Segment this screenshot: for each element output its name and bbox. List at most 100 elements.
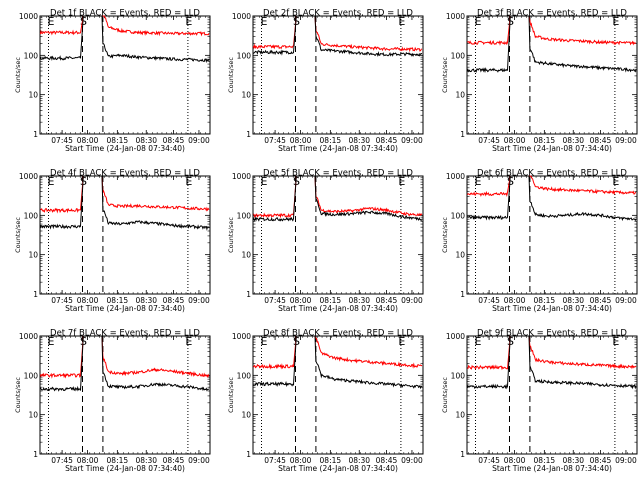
y-tick-label: 10 — [455, 251, 465, 260]
x-tick-label: 07:45 — [51, 456, 73, 465]
x-tick-label: 08:15 — [320, 456, 342, 465]
x-tick-label: 08:45 — [376, 456, 398, 465]
series-events-line — [466, 335, 637, 390]
series-events-line — [467, 175, 637, 222]
x-tick-label: 08:00 — [77, 296, 99, 305]
x-tick-label: 09:00 — [615, 136, 637, 145]
x-tick-label: 08:45 — [590, 296, 612, 305]
y-tick-label: 1000 — [232, 12, 251, 21]
y-tick-label: 1000 — [19, 172, 38, 181]
x-tick-label: 07:45 — [264, 296, 286, 305]
x-tick-label: 08:00 — [77, 456, 99, 465]
series-events-line — [253, 335, 423, 390]
y-tick-label: 10 — [28, 251, 38, 260]
series-lld-line — [252, 15, 423, 53]
chart-title: Det 4f BLACK = Events, RED = LLD — [50, 169, 200, 179]
plot-frame — [466, 15, 638, 135]
x-tick-label: 08:15 — [320, 136, 342, 145]
y-tick-label: 1000 — [232, 332, 251, 341]
x-tick-label: 08:45 — [163, 296, 185, 305]
y-axis-label: Counts/sec — [14, 377, 22, 413]
y-tick-label: 1000 — [446, 172, 465, 181]
chart-panel-8: Det 8f BLACK = Events, RED = LLD 1 10 100 10… — [227, 329, 424, 473]
time-marker-label: E — [612, 175, 619, 188]
x-tick-label: 08:15 — [534, 136, 556, 145]
y-tick-label: 1 — [33, 130, 38, 139]
x-tick-label: 08:30 — [348, 296, 370, 305]
time-marker-label: S — [507, 175, 514, 188]
chart-title: Det 5f BLACK = Events, RED = LLD — [263, 169, 413, 179]
x-tick-label: 08:45 — [590, 456, 612, 465]
series-lld-line — [466, 335, 637, 371]
x-tick-label: 08:45 — [376, 136, 398, 145]
y-tick-label: 1000 — [232, 172, 251, 181]
y-axis-label: Counts/sec — [227, 377, 235, 413]
x-axis-label: Start Time (24-Jan-08 07:34:40) — [492, 464, 612, 473]
time-marker-label: E — [612, 15, 619, 28]
x-axis-label: Start Time (24-Jan-08 07:34:40) — [278, 144, 398, 153]
time-marker-label: E — [398, 175, 405, 188]
time-marker-label: S — [80, 15, 87, 28]
chart-title: Det 9f BLACK = Events, RED = LLD — [477, 329, 627, 339]
time-marker-label: E — [475, 15, 482, 28]
y-axis-label: Counts/sec — [441, 57, 449, 93]
series-lld-line — [253, 175, 423, 219]
y-tick-label: 1 — [246, 130, 251, 139]
x-axis-label: Start Time (24-Jan-08 07:34:40) — [492, 144, 612, 153]
series-lld-line — [252, 335, 423, 370]
plot-frame — [39, 335, 211, 455]
x-tick-label: 08:30 — [135, 456, 157, 465]
x-tick-label: 08:30 — [562, 456, 584, 465]
x-tick-label: 09:00 — [188, 296, 210, 305]
x-tick-label: 08:15 — [320, 296, 342, 305]
x-tick-label: 08:15 — [107, 136, 129, 145]
y-tick-label: 100 — [24, 211, 39, 220]
x-tick-label: 08:15 — [534, 296, 556, 305]
series-events-line — [39, 15, 210, 64]
y-tick-label: 1000 — [446, 332, 465, 341]
y-axis-label: Counts/sec — [14, 217, 22, 253]
y-axis-label: Counts/sec — [14, 57, 22, 93]
x-axis-label: Start Time (24-Jan-08 07:34:40) — [65, 304, 185, 313]
x-tick-label: 08:45 — [163, 136, 185, 145]
x-tick-label: 07:45 — [264, 456, 286, 465]
series-events-line — [252, 15, 423, 57]
x-axis-label: Start Time (24-Jan-08 07:34:40) — [65, 144, 185, 153]
series-events-line — [39, 175, 210, 231]
time-marker-label: E — [261, 335, 268, 348]
y-tick-label: 1 — [460, 450, 465, 459]
series-lld-line — [40, 175, 210, 214]
y-tick-label: 1000 — [446, 12, 465, 21]
time-marker-label: E — [261, 175, 268, 188]
y-axis-label: Counts/sec — [227, 217, 235, 253]
x-tick-label: 08:00 — [77, 136, 99, 145]
series-events-line — [39, 335, 209, 392]
time-marker-label: E — [612, 335, 619, 348]
x-tick-label: 08:45 — [376, 296, 398, 305]
y-tick-label: 100 — [24, 51, 39, 60]
time-marker-label: E — [185, 335, 192, 348]
x-axis-label: Start Time (24-Jan-08 07:34:40) — [65, 464, 185, 473]
time-marker-label: E — [48, 335, 55, 348]
y-tick-label: 1 — [460, 130, 465, 139]
y-tick-label: 1000 — [19, 332, 38, 341]
y-tick-label: 100 — [451, 51, 466, 60]
plot-frame — [252, 15, 424, 135]
chart-title: Det 7f BLACK = Events, RED = LLD — [50, 329, 200, 339]
chart-panel-3: Det 3f BLACK = Events, RED = LLD 1 10 100 10… — [441, 9, 638, 153]
y-axis-label: Counts/sec — [227, 57, 235, 93]
series-lld-line — [467, 15, 637, 46]
time-marker-label: E — [398, 335, 405, 348]
time-marker-label: E — [185, 15, 192, 28]
y-tick-label: 100 — [451, 371, 466, 380]
x-tick-label: 08:45 — [590, 136, 612, 145]
x-tick-label: 08:30 — [135, 296, 157, 305]
y-tick-label: 100 — [237, 51, 252, 60]
chart-panel-2: Det 2f BLACK = Events, RED = LLD 1 10 100 10… — [227, 9, 424, 153]
x-tick-label: 08:30 — [135, 136, 157, 145]
time-marker-label: S — [293, 335, 300, 348]
x-tick-label: 09:00 — [615, 296, 637, 305]
y-tick-label: 100 — [24, 371, 39, 380]
x-tick-label: 08:30 — [348, 456, 370, 465]
